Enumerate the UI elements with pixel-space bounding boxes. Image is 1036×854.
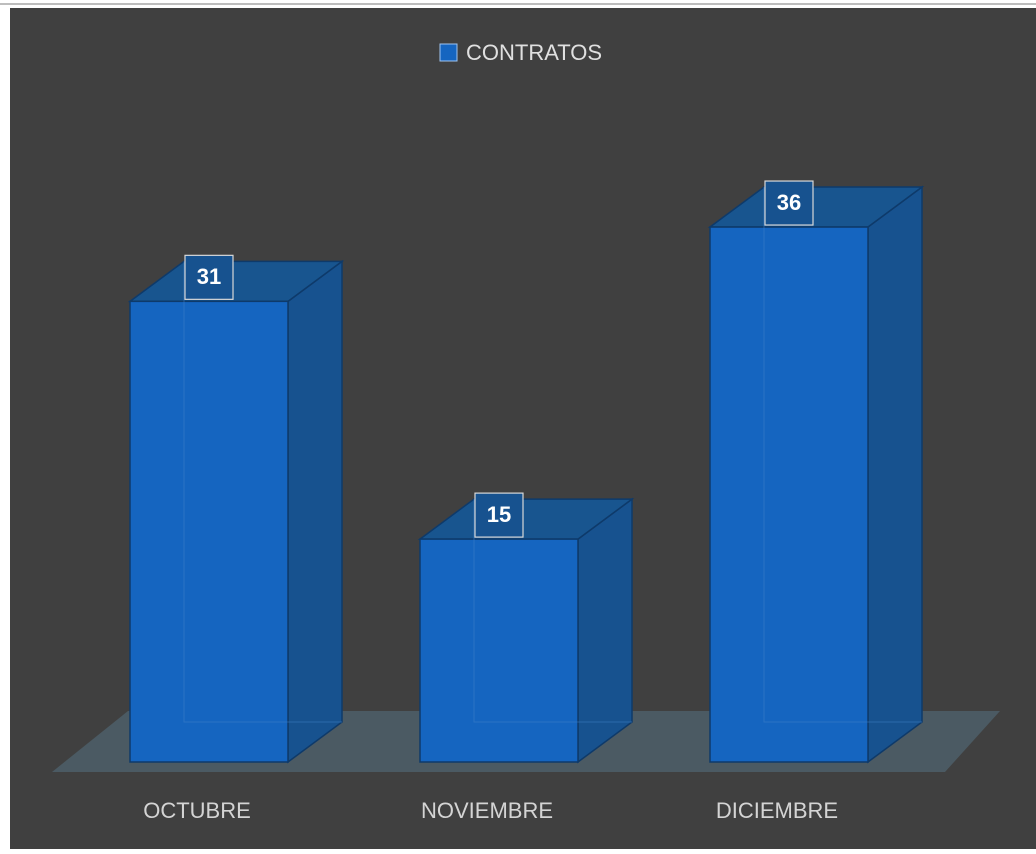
data-label-box <box>184 254 234 300</box>
bar-side <box>287 259 343 764</box>
legend-swatch <box>439 43 458 62</box>
bar-side <box>577 497 633 764</box>
bar-front <box>129 300 289 763</box>
x-tick-label: OCTUBRE <box>143 798 251 823</box>
bar-front <box>709 226 869 763</box>
bar-edge <box>473 499 632 723</box>
x-tick-label: DICIEMBRE <box>716 798 838 823</box>
data-label: 31 <box>197 264 221 289</box>
bar <box>417 497 635 764</box>
data-label: 15 <box>487 502 511 527</box>
data-label-box <box>764 180 814 226</box>
bar-edge <box>763 187 922 723</box>
data-label: 36 <box>777 190 801 215</box>
bar <box>707 185 925 764</box>
bar-side <box>867 185 923 764</box>
x-tick-label: NOVIEMBRE <box>421 798 553 823</box>
bar-edge <box>183 261 342 723</box>
bar <box>127 259 345 764</box>
data-label-box <box>474 492 524 538</box>
bar-front <box>419 538 579 763</box>
legend-label: CONTRATOS <box>466 40 602 65</box>
